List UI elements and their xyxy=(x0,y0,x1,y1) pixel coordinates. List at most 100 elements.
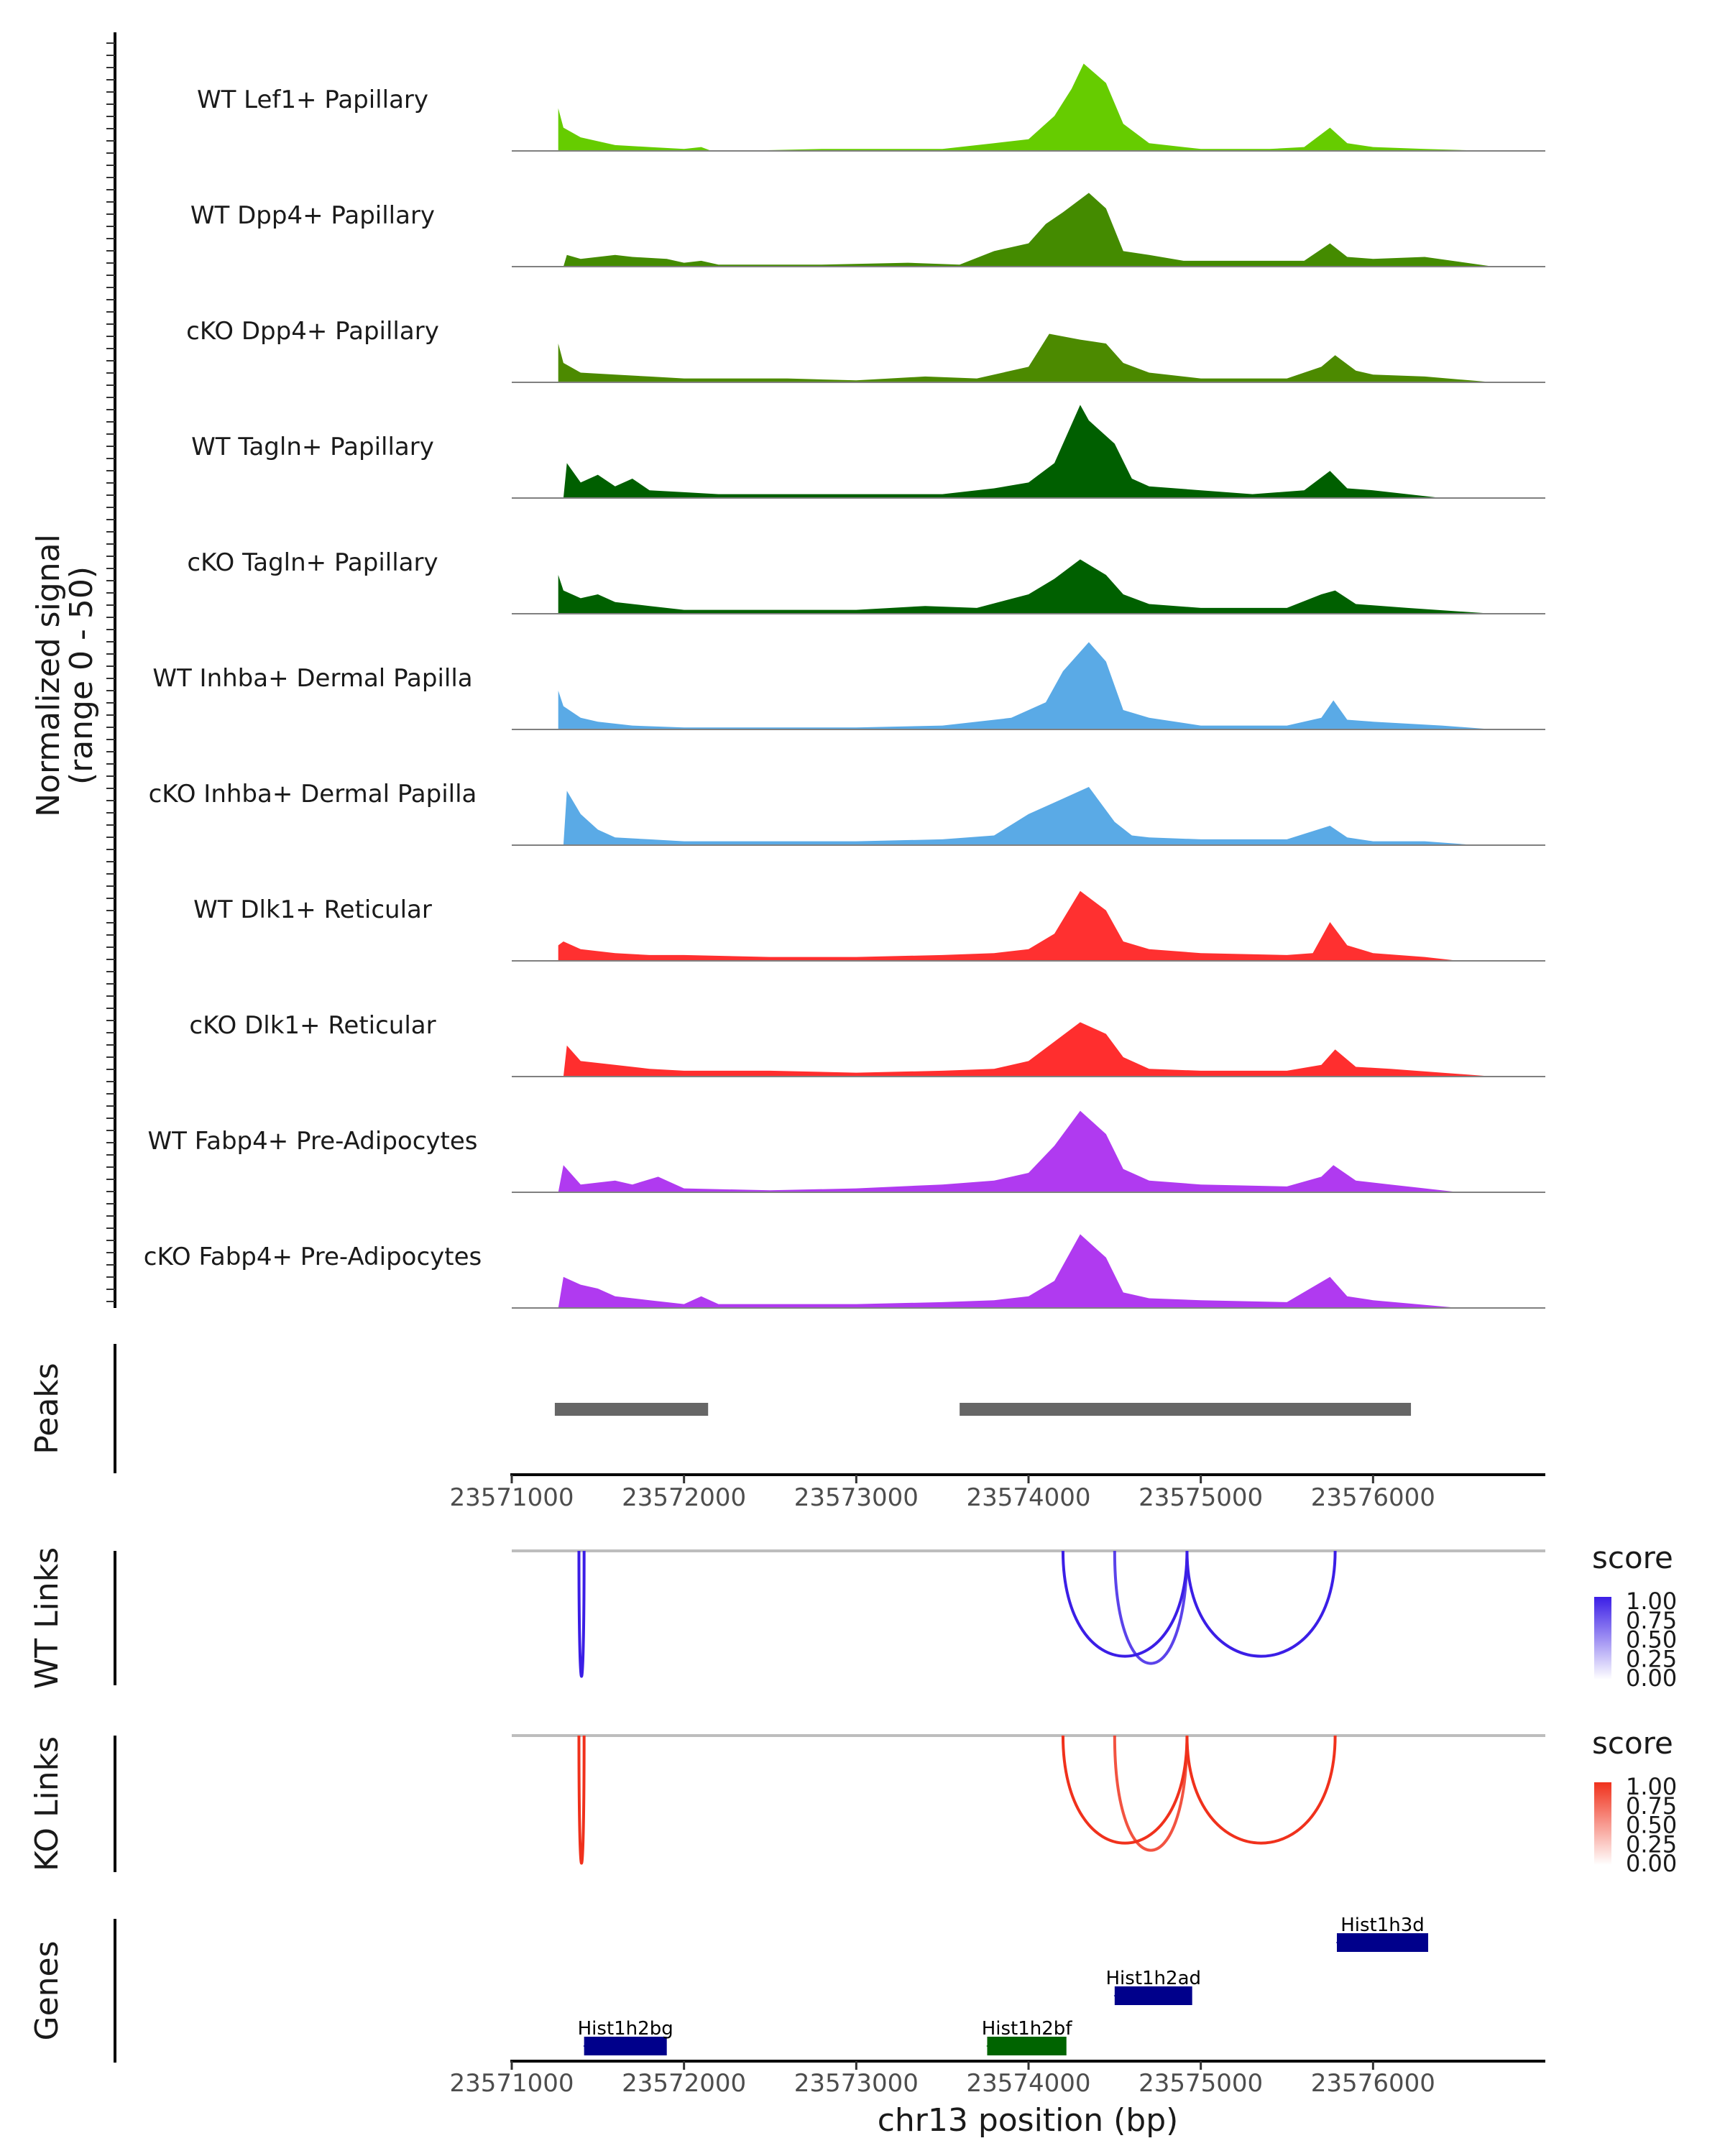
legend-value: 0.50 xyxy=(1626,1626,1677,1654)
link-arc xyxy=(577,1550,586,1678)
x-tick-label: 23576000 xyxy=(1311,2069,1435,2098)
coverage-track: cKO Dpp4+ Papillary xyxy=(186,317,1545,383)
legend-title: score xyxy=(1592,1726,1673,1761)
coverage-track: cKO Tagln+ Papillary xyxy=(187,548,1545,614)
track-label: cKO Tagln+ Papillary xyxy=(187,548,438,577)
x-tick-label: 23573000 xyxy=(794,1483,919,1512)
coverage-area xyxy=(558,63,1494,151)
strand-arrow-icon xyxy=(1113,1989,1125,2003)
x-tick-label: 23573000 xyxy=(794,2069,919,2098)
gene-model: Hist1h3d xyxy=(1335,1915,1429,1952)
link-arc xyxy=(1061,1735,1189,1845)
legend-value: 0.00 xyxy=(1626,1850,1677,1877)
gene-exon xyxy=(1337,1933,1429,1952)
gene-model: Hist1h2bg xyxy=(578,2018,673,2055)
gene-models: Hist1h2bg Hist1h2bf Hist1h2ad Hist1h3d xyxy=(578,1915,1429,2055)
coverage-track: WT Inhba+ Dermal Papilla xyxy=(152,642,1545,730)
strand-arrow-icon xyxy=(986,2039,997,2053)
genes-x-ticks: 23571000 23572000 23573000 23574000 23575000… xyxy=(449,2061,1435,2098)
track-label: cKO Inhba+ Dermal Papilla xyxy=(149,780,477,808)
track-label: WT Dpp4+ Papillary xyxy=(190,201,435,230)
coverage-area xyxy=(558,890,1460,961)
coverage-track: WT Dlk1+ Reticular xyxy=(193,890,1545,962)
track-label: WT Inhba+ Dermal Papilla xyxy=(152,664,472,693)
strand-arrow-icon xyxy=(583,2039,594,2053)
coverage-track: WT Dpp4+ Papillary xyxy=(190,193,1545,267)
legend-value: 0.75 xyxy=(1626,1607,1677,1634)
x-tick-label: 23571000 xyxy=(449,1483,574,1512)
gene-model: Hist1h2ad xyxy=(1106,1968,1202,2005)
coverage-area xyxy=(558,559,1494,614)
track-label: WT Lef1+ Papillary xyxy=(197,86,428,114)
links-panel: WT Links score 1.000.750.500.250.00 xyxy=(29,1540,1677,1692)
coverage-area xyxy=(558,1110,1460,1192)
coverage-area xyxy=(563,787,1477,845)
x-tick-label: 23572000 xyxy=(622,1483,746,1512)
gene-label: Hist1h3d xyxy=(1340,1915,1425,1936)
coverage-tracks: WT Lef1+ Papillary WT Dpp4+ Papillary cKO … xyxy=(144,63,1545,1309)
legend-value: 1.00 xyxy=(1626,1773,1677,1800)
x-tick-label: 23575000 xyxy=(1138,2069,1263,2098)
legend-title: score xyxy=(1592,1540,1673,1575)
coverage-track: cKO Inhba+ Dermal Papilla xyxy=(149,780,1545,846)
coverage-area xyxy=(563,193,1494,267)
peak-bar xyxy=(554,1403,709,1416)
legend-value: 0.75 xyxy=(1626,1792,1677,1820)
x-tick-label: 23571000 xyxy=(449,2069,574,2098)
coverage-track: WT Fabp4+ Pre-Adipocytes xyxy=(148,1110,1545,1193)
gene-label: Hist1h2ad xyxy=(1106,1968,1202,1989)
coverage-area xyxy=(563,1022,1494,1077)
legend-value: 0.25 xyxy=(1626,1830,1677,1858)
coverage-track: cKO Dlk1+ Reticular xyxy=(189,1011,1545,1077)
track-label: WT Fabp4+ Pre-Adipocytes xyxy=(148,1127,478,1156)
x-tick-label: 23576000 xyxy=(1311,1483,1435,1512)
peak-bars xyxy=(554,1403,1412,1416)
gene-label: Hist1h2bf xyxy=(982,2018,1073,2040)
coverage-area xyxy=(558,1234,1460,1308)
link-arc xyxy=(577,1735,586,1865)
track-label: WT Tagln+ Papillary xyxy=(191,433,434,461)
peak-bar xyxy=(960,1403,1412,1416)
legend-value: 0.25 xyxy=(1626,1645,1677,1672)
coverage-area xyxy=(563,405,1443,498)
gene-label: Hist1h2bg xyxy=(578,2018,673,2040)
peaks-label: Peaks xyxy=(29,1363,65,1454)
links-panel: KO Links score 1.000.750.500.250.00 xyxy=(29,1726,1677,1877)
links-label: KO Links xyxy=(29,1736,65,1871)
legend-value: 0.50 xyxy=(1626,1812,1677,1839)
legend-colorbar xyxy=(1594,1597,1611,1680)
coverage-y-ticks xyxy=(106,42,115,1302)
coverage-ylabel-line2: (range 0 - 50) xyxy=(63,566,100,785)
strand-arrow-icon xyxy=(1335,1935,1347,1950)
coverage-track: cKO Fabp4+ Pre-Adipocytes xyxy=(144,1234,1545,1309)
link-arc xyxy=(1061,1550,1189,1658)
link-arc xyxy=(1113,1550,1189,1665)
links-label: WT Links xyxy=(29,1547,65,1689)
gene-exon xyxy=(1114,1986,1192,2005)
x-tick-label: 23574000 xyxy=(966,1483,1090,1512)
link-arc xyxy=(1113,1735,1189,1852)
coverage-ylabel-line1: Normalized signal xyxy=(30,534,67,817)
x-tick-label: 23575000 xyxy=(1138,1483,1263,1512)
genes-label: Genes xyxy=(29,1940,65,2040)
link-arc xyxy=(1185,1550,1337,1658)
track-label: WT Dlk1+ Reticular xyxy=(193,895,432,924)
x-axis-title: chr13 position (bp) xyxy=(878,2102,1179,2139)
legend-colorbar xyxy=(1594,1782,1611,1865)
track-label: cKO Fabp4+ Pre-Adipocytes xyxy=(144,1243,482,1271)
link-arc xyxy=(1185,1735,1337,1845)
peaks-panel: Peaks 23571000 23572000 23573000 23574000 23… xyxy=(29,1344,1545,1512)
coverage-track: WT Tagln+ Papillary xyxy=(191,405,1545,499)
track-label: cKO Dlk1+ Reticular xyxy=(189,1011,436,1040)
x-tick-label: 23574000 xyxy=(966,2069,1090,2098)
coverage-area xyxy=(558,333,1494,382)
legend-value: 1.00 xyxy=(1626,1588,1677,1615)
legend-value: 0.00 xyxy=(1626,1664,1677,1692)
genes-panel: Genes Hist1h2bg Hist1h2bf Hist1h2ad Hist1h3… xyxy=(29,1915,1545,2139)
gene-model: Hist1h2bf xyxy=(982,2018,1073,2055)
track-label: cKO Dpp4+ Papillary xyxy=(186,317,439,346)
coverage-panel: WT Lef1+ Papillary WT Dpp4+ Papillary cKO … xyxy=(30,32,1545,1309)
coverage-area xyxy=(558,642,1494,729)
